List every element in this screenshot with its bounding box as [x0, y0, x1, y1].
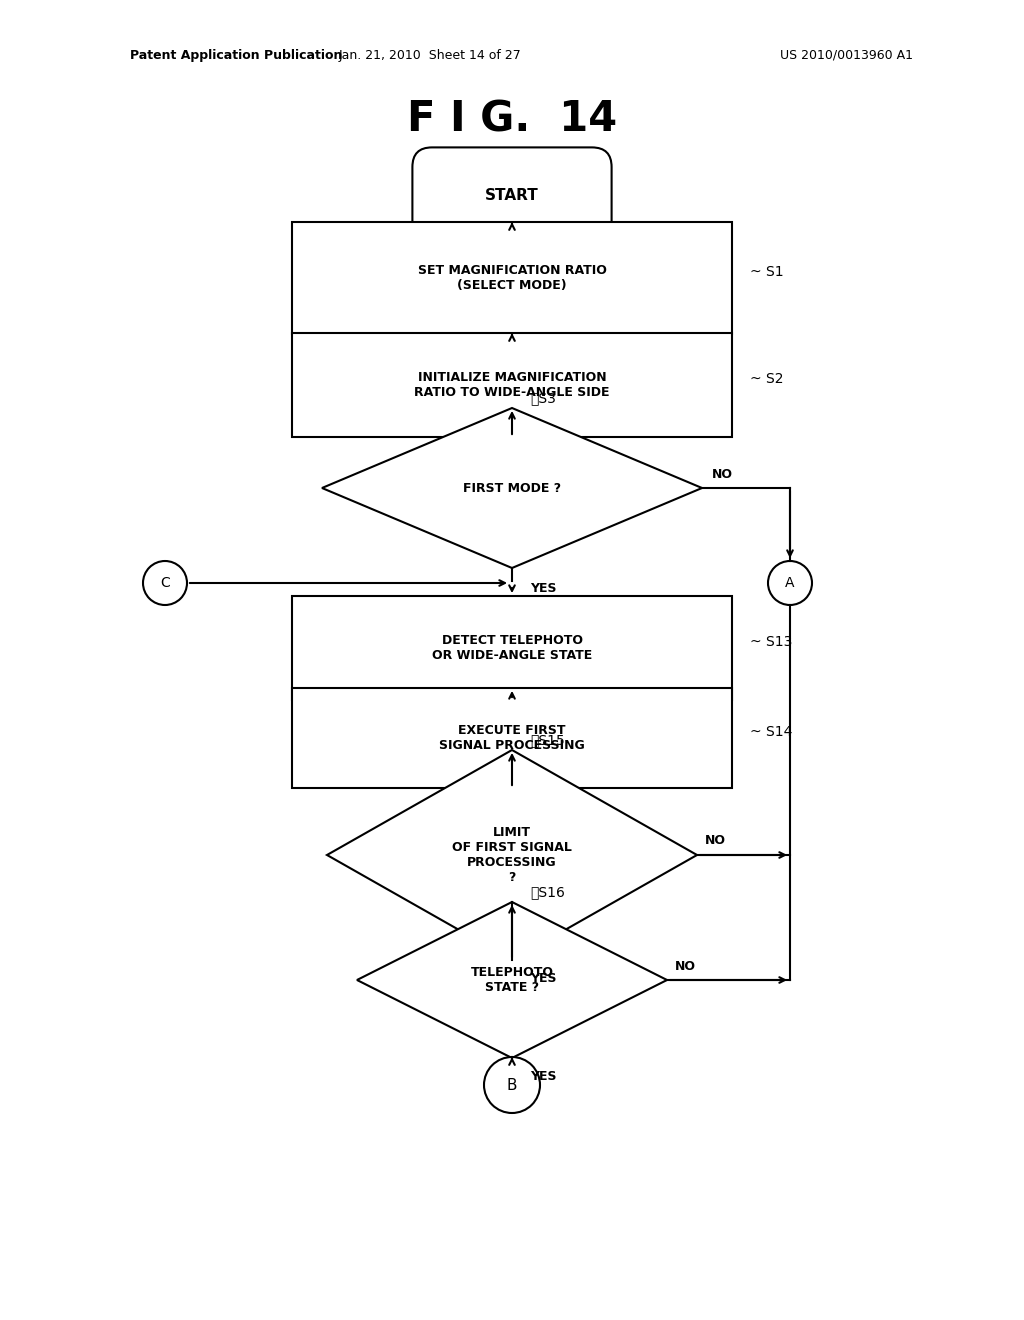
Text: F I G.  14: F I G. 14: [407, 99, 617, 141]
Bar: [292, 688, 732, 788]
Text: ~ S2: ~ S2: [750, 372, 783, 385]
Circle shape: [768, 561, 812, 605]
Text: Jan. 21, 2010  Sheet 14 of 27: Jan. 21, 2010 Sheet 14 of 27: [339, 49, 521, 62]
Text: TELEPHOTO
STATE ?: TELEPHOTO STATE ?: [470, 966, 554, 994]
Bar: [292, 333, 732, 437]
Text: YES: YES: [530, 582, 556, 594]
Text: NO: NO: [712, 467, 733, 480]
Text: INITIALIZE MAGNIFICATION
RATIO TO WIDE-ANGLE SIDE: INITIALIZE MAGNIFICATION RATIO TO WIDE-A…: [415, 371, 609, 399]
Text: ~ S14: ~ S14: [750, 725, 793, 739]
Text: DETECT TELEPHOTO
OR WIDE-ANGLE STATE: DETECT TELEPHOTO OR WIDE-ANGLE STATE: [432, 634, 592, 663]
Text: A: A: [785, 576, 795, 590]
Text: FIRST MODE ?: FIRST MODE ?: [463, 482, 561, 495]
Text: 〈S3: 〈S3: [530, 391, 556, 405]
Polygon shape: [357, 902, 667, 1059]
Text: US 2010/0013960 A1: US 2010/0013960 A1: [780, 49, 913, 62]
Text: NO: NO: [675, 960, 696, 973]
Circle shape: [143, 561, 187, 605]
Text: LIMIT
OF FIRST SIGNAL
PROCESSING
?: LIMIT OF FIRST SIGNAL PROCESSING ?: [452, 826, 572, 884]
Text: SET MAGNIFICATION RATIO
(SELECT MODE): SET MAGNIFICATION RATIO (SELECT MODE): [418, 264, 606, 292]
Bar: [292, 597, 732, 700]
Text: 〈S15: 〈S15: [530, 733, 565, 747]
Text: ~ S1: ~ S1: [750, 265, 783, 279]
Bar: [292, 222, 732, 334]
Text: YES: YES: [530, 972, 556, 985]
Text: ~ S13: ~ S13: [750, 635, 793, 649]
Text: YES: YES: [530, 1069, 556, 1082]
Text: NO: NO: [705, 834, 726, 847]
Circle shape: [484, 1057, 540, 1113]
Text: START: START: [485, 187, 539, 202]
Text: EXECUTE FIRST
SIGNAL PROCESSING: EXECUTE FIRST SIGNAL PROCESSING: [439, 723, 585, 752]
FancyBboxPatch shape: [413, 148, 611, 243]
Text: B: B: [507, 1077, 517, 1093]
Text: C: C: [160, 576, 170, 590]
Polygon shape: [322, 408, 702, 568]
Text: Patent Application Publication: Patent Application Publication: [130, 49, 342, 62]
Polygon shape: [327, 750, 697, 960]
Text: 〈S16: 〈S16: [530, 884, 565, 899]
